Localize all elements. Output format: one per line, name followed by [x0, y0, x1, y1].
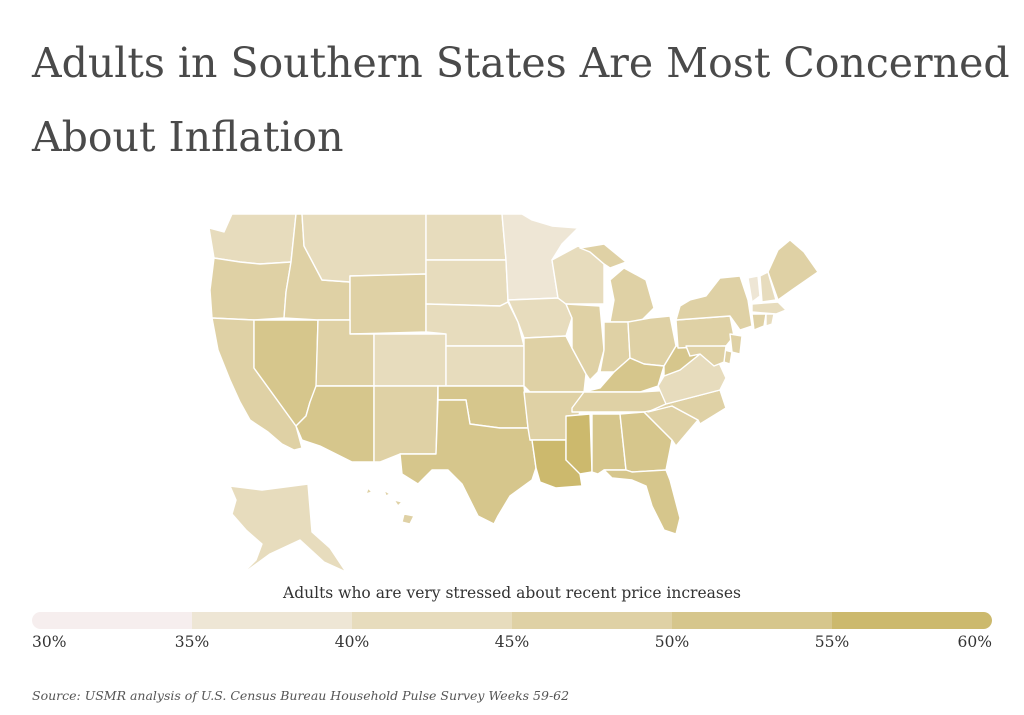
- state-pa: [675, 315, 735, 349]
- state-ma: [751, 301, 787, 315]
- state-sd: [425, 259, 509, 307]
- state-vt: [747, 275, 761, 303]
- legend-tick-label: 55%: [814, 633, 850, 651]
- source-note: Source: USMR analysis of U.S. Census Bur…: [32, 688, 570, 703]
- state-tx: [399, 399, 537, 525]
- legend-segment: [352, 612, 512, 629]
- state-ri: [765, 313, 775, 327]
- legend-segment: [832, 612, 992, 629]
- legend-tick-label: 45%: [494, 633, 530, 651]
- legend-tick-label: 40%: [334, 633, 370, 651]
- legend-tick-label: 60%: [957, 633, 992, 651]
- state-wi: [551, 245, 605, 305]
- state-md: [685, 345, 727, 367]
- legend-segment: [32, 612, 192, 629]
- state-ak: [229, 483, 347, 579]
- state-hi: [365, 487, 415, 525]
- state-nm: [373, 385, 439, 463]
- state-nj: [729, 333, 743, 355]
- state-il: [565, 303, 605, 381]
- state-wa: [208, 213, 297, 265]
- state-ny: [675, 275, 753, 331]
- legend-color-scale: [32, 612, 992, 629]
- state-wy: [349, 273, 427, 335]
- state-mi: [579, 243, 655, 323]
- legend-segment: [672, 612, 832, 629]
- page-title: Adults in Southern States Are Most Conce…: [32, 39, 1010, 161]
- legend-segment: [512, 612, 672, 629]
- state-me: [767, 239, 819, 301]
- state-fl: [603, 469, 681, 535]
- legend-tick-label: 35%: [174, 633, 210, 651]
- state-mn: [501, 213, 579, 301]
- legend-tick-labels: 30% 35% 40% 45% 50% 55% 60%: [0, 633, 1024, 657]
- state-co: [373, 333, 447, 387]
- legend-tick-label: 30%: [32, 633, 67, 651]
- state-nh: [759, 271, 777, 303]
- state-or: [209, 257, 292, 321]
- state-ms: [565, 413, 593, 475]
- legend-title: Adults who are very stressed about recen…: [283, 584, 741, 602]
- legend-tick-label: 50%: [654, 633, 690, 651]
- legend-segment: [192, 612, 352, 629]
- state-mt: [301, 213, 427, 283]
- state-nd: [425, 213, 507, 261]
- state-ks: [445, 345, 525, 387]
- state-ct: [751, 313, 767, 331]
